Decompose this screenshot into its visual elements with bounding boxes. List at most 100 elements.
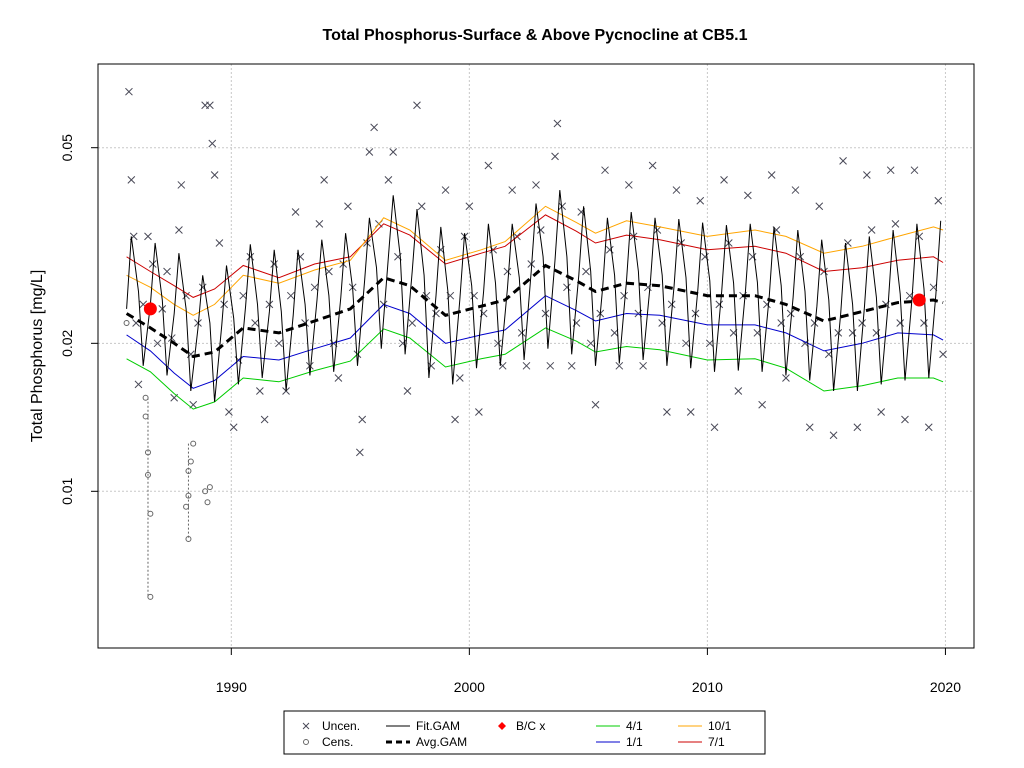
uncensored-point-stroke-b	[265, 300, 274, 309]
uncensored-point	[153, 339, 162, 348]
uncensored-point-stroke-b	[286, 291, 295, 300]
uncensored-point-stroke-b	[315, 219, 324, 228]
uncensored-point	[451, 415, 459, 424]
uncensored-point-stroke-b	[475, 408, 483, 416]
uncensored-point	[125, 87, 133, 96]
uncensored-point	[260, 415, 269, 424]
uncensored-point	[839, 157, 847, 165]
uncensored-point-stroke-b	[532, 181, 540, 189]
uncensored-point-stroke-b	[929, 283, 938, 292]
uncensored-point-stroke-b	[206, 101, 214, 110]
uncensored-point	[710, 423, 719, 432]
uncensored-point-stroke-b	[148, 260, 157, 268]
uncensored-point	[508, 186, 517, 194]
chart-title: Total Phosphorus-Surface & Above Pycnocl…	[323, 27, 748, 44]
uncensored-point-stroke-b	[834, 329, 843, 337]
jul1-line	[126, 214, 944, 298]
y-tick-label: 0.05	[59, 134, 75, 161]
legend-item: Cens.	[303, 735, 353, 749]
uncensored-point	[586, 339, 595, 348]
uncensored-point	[403, 387, 412, 395]
x-tick-label: 2000	[454, 679, 485, 695]
uncensored-point-stroke-b	[915, 232, 924, 241]
uncensored-point-stroke-b	[910, 166, 919, 175]
uncensored-point-stroke-b	[791, 186, 800, 194]
legend: Uncen. Fit.GAM B/C x 4/1 10/1 Cens. Avg.GAM 1/1…	[283, 710, 766, 755]
uncensored-point	[417, 202, 426, 211]
uncensored-point	[815, 202, 824, 211]
legend-item: 7/1	[678, 735, 725, 749]
uncensored-point-stroke-b	[175, 226, 183, 234]
uncensored-point	[251, 319, 259, 327]
uncensored-point	[567, 361, 576, 370]
uncensored-point-stroke-b	[344, 202, 352, 211]
uncensored-point	[848, 329, 857, 337]
baseline-current-point	[143, 302, 157, 316]
uncensored-point-stroke-b	[748, 252, 757, 261]
x-tick-label: 2010	[692, 679, 723, 695]
uncensored-point	[620, 291, 628, 300]
uncensored-point	[256, 387, 264, 395]
legend-item: 1/1	[596, 735, 643, 749]
uncensored-point-stroke-b	[310, 283, 319, 292]
legend-label: Uncen.	[322, 719, 360, 733]
uncensored-point	[408, 319, 417, 327]
y-tick-label: 0.02	[59, 329, 75, 356]
uncensored-point-stroke-b	[384, 176, 393, 184]
uncensored-point-stroke-b	[829, 431, 838, 440]
uncensored-point	[148, 260, 157, 268]
uncensored-point-stroke-b	[705, 339, 714, 348]
uncensored-point-stroke-b	[139, 300, 148, 309]
legend-symbol-circle	[303, 739, 309, 745]
uncensored-point-stroke-b	[639, 361, 647, 370]
censored-point	[123, 319, 130, 326]
uncensored-point-stroke-b	[144, 232, 152, 241]
uncensored-point	[175, 226, 183, 234]
uncensored-point-stroke-b	[696, 196, 705, 205]
uncensored-point	[286, 291, 295, 300]
uncensored-point	[229, 423, 238, 432]
uncensored-point-stroke-b	[134, 380, 143, 389]
legend-label: B/C x	[516, 719, 545, 733]
uncensored-point-stroke-b	[432, 309, 440, 318]
uncensored-point	[558, 202, 567, 211]
uncensored-point-stroke-b	[306, 361, 314, 370]
legend-label: 1/1	[626, 735, 643, 749]
legend-item: Uncen.	[302, 719, 360, 733]
uncensored-point-stroke-b	[451, 415, 459, 424]
apr1-line	[126, 327, 944, 410]
uncensored-point-stroke-b	[710, 423, 719, 432]
uncensored-point-stroke-b	[215, 239, 224, 247]
uncensored-point-stroke-b	[648, 161, 657, 170]
uncensored-point	[663, 408, 671, 416]
uncensored-point	[639, 361, 647, 370]
censored-point	[187, 458, 194, 465]
uncensored-point-stroke-b	[494, 339, 502, 348]
uncensored-point-stroke-b	[586, 339, 595, 348]
uncensored-point	[475, 408, 483, 416]
uncensored-point	[334, 374, 343, 382]
uncensored-point	[715, 300, 724, 309]
gam-lines	[125, 190, 944, 410]
uncensored-point	[355, 448, 364, 457]
uncensored-point	[682, 339, 690, 348]
uncensored-point-stroke-b	[455, 374, 464, 382]
uncensored-point	[886, 166, 895, 175]
uncensored-point-stroke-b	[177, 181, 186, 189]
censored-point	[144, 471, 151, 478]
uncensored-point-stroke-b	[653, 226, 662, 234]
uncensored-point-stroke-b	[810, 319, 819, 327]
uncensored-point	[653, 226, 662, 234]
legend-label: 4/1	[626, 719, 643, 733]
uncensored-point	[225, 408, 233, 416]
uncensored-point	[877, 408, 886, 416]
legend-item: Avg.GAM	[386, 735, 467, 749]
uncensored-point-stroke-b	[677, 239, 686, 247]
uncensored-point-stroke-b	[624, 181, 633, 189]
legend-label: 10/1	[708, 719, 732, 733]
censored-point	[206, 484, 213, 491]
uncensored-point-stroke-b	[934, 196, 943, 205]
uncensored-point-stroke-b	[591, 400, 600, 409]
uncensored-point-stroke-b	[256, 387, 264, 395]
